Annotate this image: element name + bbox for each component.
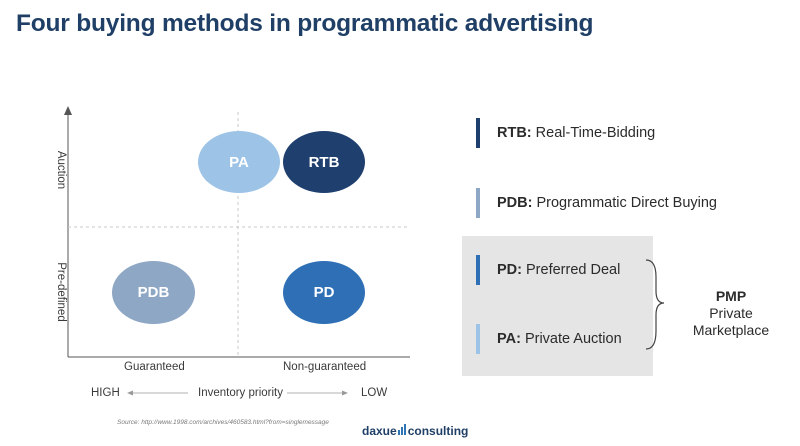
bubble-pd-label: PD: [313, 284, 335, 301]
y-label-auction: Auction: [55, 150, 67, 190]
bubble-rtb: RTB: [283, 131, 365, 193]
pmp-label: PMP Private Marketplace: [676, 288, 786, 339]
legend-item-rtb: RTB: Real-Time-Bidding: [476, 118, 655, 148]
priority-low: LOW: [361, 387, 388, 399]
logo-bars-icon: [397, 424, 407, 438]
pmp-background: [462, 236, 653, 376]
legend-item-pdb: PDB: Programmatic Direct Buying: [476, 188, 717, 218]
legend-bar-pdb: [476, 188, 480, 218]
bubble-pdb: PDB: [112, 261, 195, 324]
y-label-predefined: Pre-defined: [55, 262, 67, 322]
pmp-abbr: PMP: [715, 288, 747, 304]
bubble-pa-label: PA: [229, 153, 249, 171]
y-axis-arrow: [64, 106, 72, 115]
source-citation: Source: http://www.1998.com/archives/460…: [117, 419, 329, 426]
pmp-brace: [645, 259, 665, 350]
bubble-rtb-label: RTB: [308, 153, 340, 171]
legend-item-pd: PD: Preferred Deal: [476, 255, 620, 285]
legend-text-rtb: Real-Time-Bidding: [535, 125, 656, 141]
priority-high: HIGH: [91, 387, 120, 399]
logo-text-part1: daxue: [362, 424, 397, 438]
legend-abbr-rtb: RTB:: [497, 125, 532, 141]
legend-abbr-pa: PA:: [497, 331, 521, 347]
x-label-nonguaranteed: Non-guaranteed: [283, 361, 367, 373]
legend-text-pd: Preferred Deal: [526, 262, 621, 278]
legend-bar-rtb: [476, 118, 480, 148]
bubble-pa: PA: [198, 131, 280, 193]
pmp-line1: Private: [709, 305, 753, 321]
pmp-line2: Marketplace: [692, 322, 770, 338]
daxue-logo: daxue consulting: [362, 424, 468, 438]
logo-text-part2: consulting: [407, 424, 469, 438]
legend-abbr-pd: PD:: [497, 262, 522, 278]
page-title: Four buying methods in programmatic adve…: [16, 10, 594, 37]
legend-text-pdb: Programmatic Direct Buying: [536, 195, 717, 211]
legend-text-pa: Private Auction: [524, 331, 622, 347]
priority-label: Inventory priority: [198, 387, 284, 399]
legend-bar-pa: [476, 324, 480, 354]
x-label-guaranteed: Guaranteed: [124, 361, 185, 373]
bubble-pd: PD: [283, 261, 365, 324]
legend-item-pa: PA: Private Auction: [476, 324, 622, 354]
legend-bar-pd: [476, 255, 480, 285]
legend-abbr-pdb: PDB:: [497, 195, 533, 211]
bubble-pdb-label: PDB: [137, 284, 170, 301]
